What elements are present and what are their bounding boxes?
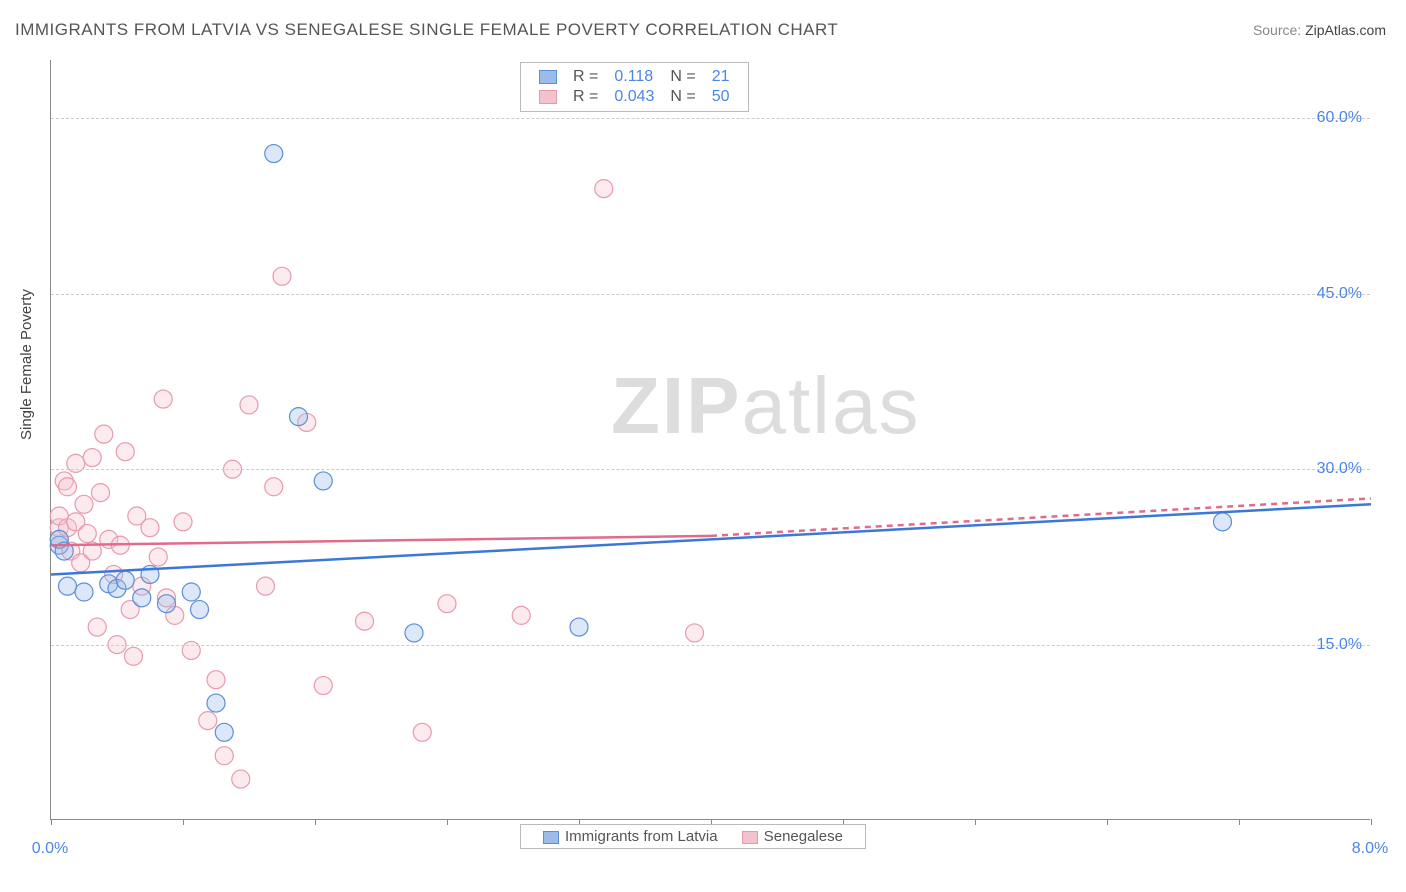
y-tick-label: 45.0% (1317, 285, 1362, 303)
plot-svg (51, 60, 1370, 819)
legend-swatch-icon (742, 831, 758, 844)
y-tick-label: 60.0% (1317, 109, 1362, 127)
scatter-point (356, 612, 374, 630)
scatter-point (125, 647, 143, 665)
scatter-point (405, 624, 423, 642)
legend-stats-table: R = 0.118 N = 21 R = 0.043 N = 50 (531, 67, 738, 107)
r-label: R = (565, 67, 606, 87)
scatter-point (199, 712, 217, 730)
scatter-point (290, 408, 308, 426)
scatter-point (83, 449, 101, 467)
legend-stats: R = 0.118 N = 21 R = 0.043 N = 50 (520, 62, 749, 112)
scatter-point (158, 595, 176, 613)
n-value: 50 (704, 87, 738, 107)
regression-line (711, 498, 1371, 535)
scatter-point (512, 606, 530, 624)
scatter-point (413, 723, 431, 741)
scatter-point (207, 694, 225, 712)
x-tick (315, 819, 316, 825)
scatter-point (59, 577, 77, 595)
legend-swatch-icon (539, 70, 557, 84)
chart-title: IMMIGRANTS FROM LATVIA VS SENEGALESE SIN… (15, 20, 838, 40)
regression-line (51, 504, 1371, 574)
scatter-point (686, 624, 704, 642)
scatter-point (154, 390, 172, 408)
scatter-point (75, 495, 93, 513)
gridline (51, 294, 1370, 295)
scatter-point (141, 519, 159, 537)
gridline (51, 645, 1370, 646)
scatter-point (207, 671, 225, 689)
scatter-point (59, 478, 77, 496)
legend-item-label: Immigrants from Latvia (565, 828, 718, 845)
scatter-point (438, 595, 456, 613)
legend-stats-row: R = 0.118 N = 21 (531, 67, 738, 87)
gridline (51, 469, 1370, 470)
legend-stats-row: R = 0.043 N = 50 (531, 87, 738, 107)
scatter-point (174, 513, 192, 531)
scatter-point (265, 478, 283, 496)
x-tick (51, 819, 52, 825)
scatter-point (1214, 513, 1232, 531)
r-value: 0.043 (606, 87, 662, 107)
scatter-point (78, 525, 96, 543)
legend-item: Senegalese (742, 828, 843, 845)
source-attribution: Source: ZipAtlas.com (1253, 22, 1386, 38)
x-tick (1107, 819, 1108, 825)
x-tick (183, 819, 184, 825)
r-value: 0.118 (606, 67, 662, 87)
legend-swatch-icon (539, 90, 557, 104)
scatter-point (149, 548, 167, 566)
x-tick (975, 819, 976, 825)
scatter-point (133, 589, 151, 607)
scatter-point (182, 583, 200, 601)
scatter-point (95, 425, 113, 443)
scatter-point (116, 571, 134, 589)
x-tick-label: 0.0% (32, 840, 68, 858)
y-tick-label: 30.0% (1317, 460, 1362, 478)
source-value: ZipAtlas.com (1305, 22, 1386, 38)
n-label: N = (662, 87, 703, 107)
y-tick-label: 15.0% (1317, 636, 1362, 654)
scatter-point (257, 577, 275, 595)
scatter-point (232, 770, 250, 788)
scatter-point (116, 443, 134, 461)
legend-item: Immigrants from Latvia (543, 828, 718, 845)
n-value: 21 (704, 67, 738, 87)
scatter-point (273, 267, 291, 285)
scatter-point (215, 723, 233, 741)
scatter-point (595, 180, 613, 198)
scatter-point (570, 618, 588, 636)
n-label: N = (662, 67, 703, 87)
legend-item-label: Senegalese (764, 828, 843, 845)
gridline (51, 118, 1370, 119)
scatter-point (92, 484, 110, 502)
scatter-point (191, 601, 209, 619)
source-label: Source: (1253, 22, 1301, 38)
scatter-point (88, 618, 106, 636)
y-axis-label: Single Female Poverty (18, 289, 35, 440)
plot-area: ZIPatlas 15.0%30.0%45.0%60.0% (50, 60, 1370, 820)
chart-container: IMMIGRANTS FROM LATVIA VS SENEGALESE SIN… (0, 0, 1406, 892)
scatter-point (240, 396, 258, 414)
legend-series: Immigrants from Latvia Senegalese (520, 824, 866, 849)
x-tick (1371, 819, 1372, 825)
r-label: R = (565, 87, 606, 107)
scatter-point (314, 472, 332, 490)
x-tick (447, 819, 448, 825)
scatter-point (314, 677, 332, 695)
x-tick (1239, 819, 1240, 825)
scatter-point (265, 145, 283, 163)
legend-swatch-icon (543, 831, 559, 844)
x-tick-label: 8.0% (1352, 840, 1388, 858)
scatter-point (215, 747, 233, 765)
scatter-point (75, 583, 93, 601)
